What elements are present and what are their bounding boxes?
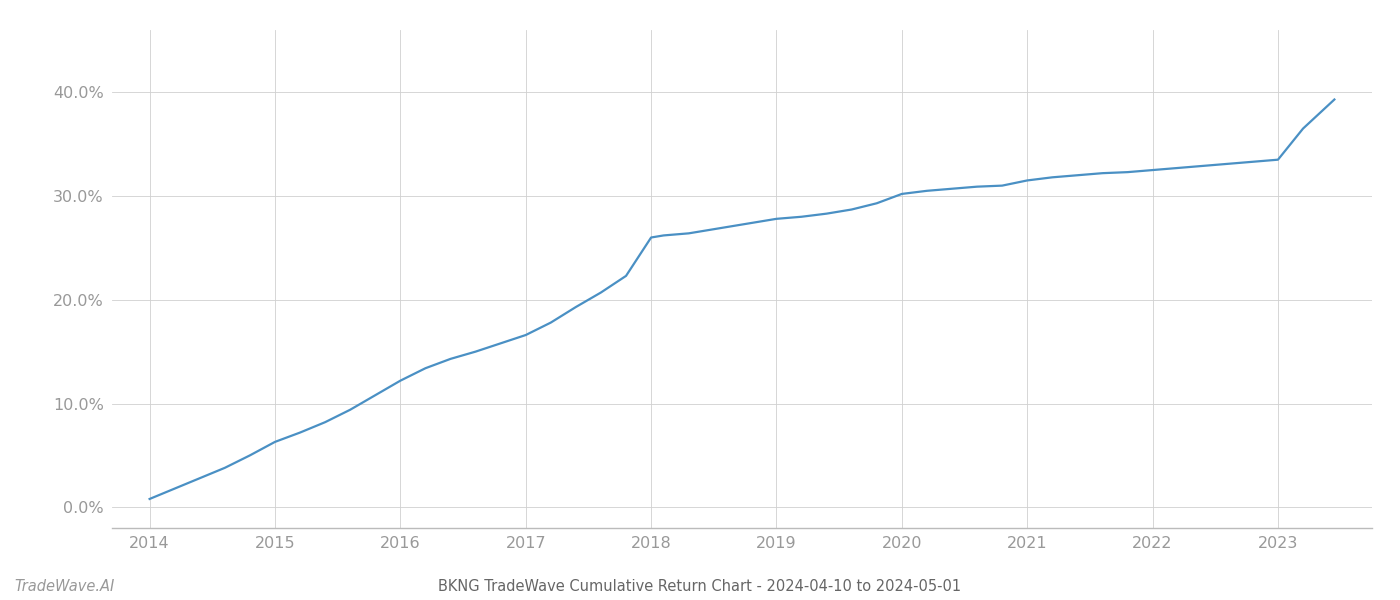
Text: TradeWave.AI: TradeWave.AI bbox=[14, 579, 115, 594]
Text: BKNG TradeWave Cumulative Return Chart - 2024-04-10 to 2024-05-01: BKNG TradeWave Cumulative Return Chart -… bbox=[438, 579, 962, 594]
